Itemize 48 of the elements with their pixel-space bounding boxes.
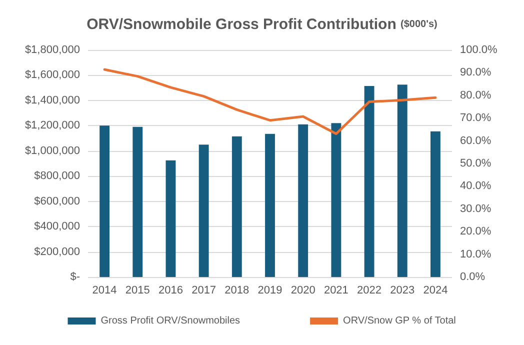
y2-tick-label: 90.0%: [460, 66, 492, 79]
bar: [397, 84, 408, 277]
x-tick-label: 2024: [423, 284, 448, 296]
y-tick-label: $1,000,000: [24, 144, 80, 157]
x-tick-label: 2020: [290, 284, 316, 296]
y-tick-label: $800,000: [34, 170, 80, 182]
y-tick-label: $200,000: [34, 246, 80, 258]
y2-tick-label: 30.0%: [460, 202, 492, 215]
y2-tick-label: 80.0%: [460, 89, 492, 102]
y2-tick-label: 70.0%: [460, 112, 492, 124]
y2-tick-label: 20.0%: [460, 226, 492, 238]
bar: [430, 131, 440, 277]
bar: [265, 134, 275, 277]
x-tick-label: 2021: [324, 284, 348, 296]
chart-subtitle: ($000's): [400, 19, 438, 30]
y2-tick-label: 10.0%: [460, 248, 492, 260]
bar: [232, 136, 242, 277]
bar: [331, 123, 342, 277]
bar: [100, 126, 110, 277]
x-tick-label: 2014: [92, 284, 117, 296]
chart-title: ORV/Snowmobile Gross Profit Contribution: [86, 16, 401, 33]
y-tick-label: $1,600,000: [24, 69, 80, 82]
legend-label: Gross Profit ORV/Snowmobiles: [100, 316, 240, 326]
legend-label: ORV/Snow GP % of Total: [343, 316, 456, 326]
line-series: [103, 68, 437, 136]
y-tick-label: $1,200,000: [24, 120, 80, 132]
y-tick-label: $-: [70, 271, 80, 283]
y2-tick-label: 0.0%: [460, 271, 486, 283]
y2-tick-label: 60.0%: [460, 134, 492, 147]
bar: [132, 126, 143, 277]
bar: [298, 124, 308, 277]
y-tick-label: $1,400,000: [24, 94, 80, 106]
x-tick-label: 2018: [224, 284, 250, 296]
x-tick-label: 2017: [192, 284, 216, 296]
y-tick-label: $400,000: [34, 220, 80, 233]
y-tick-label: $600,000: [34, 195, 80, 208]
x-tick-label: 2019: [258, 284, 282, 296]
y2-tick-label: 100.0%: [460, 44, 498, 56]
x-tick-label: 2023: [390, 284, 415, 296]
y2-tick-label: 50.0%: [460, 158, 492, 170]
bar: [198, 144, 209, 277]
bar: [166, 160, 176, 277]
x-tick-label: 2022: [357, 284, 382, 296]
bar: [364, 86, 374, 277]
x-tick-label: 2016: [158, 284, 183, 296]
y2-tick-label: 40.0%: [460, 180, 492, 192]
x-tick-label: 2015: [125, 284, 150, 296]
y-tick-label: $1,800,000: [24, 44, 80, 56]
